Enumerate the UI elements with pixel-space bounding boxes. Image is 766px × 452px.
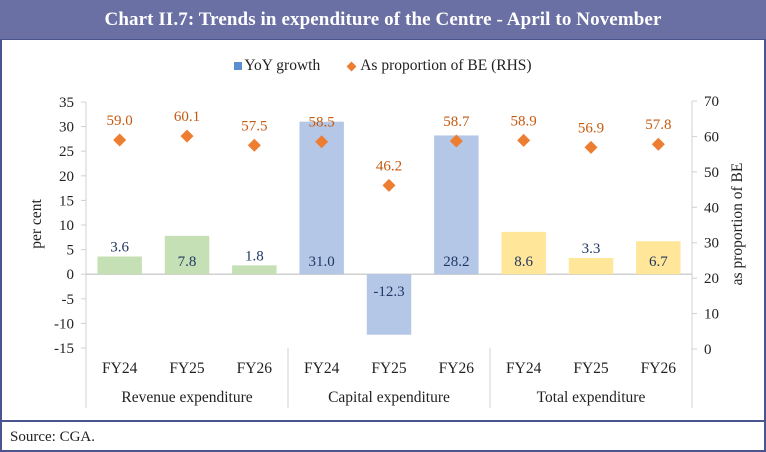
source-note: Source: CGA.	[10, 429, 95, 445]
y-tick-label-right: 30	[704, 236, 719, 252]
category-label: FY26	[641, 360, 677, 377]
diamond-marker	[449, 134, 463, 148]
bar	[97, 256, 142, 275]
points	[113, 129, 665, 192]
bar-value-label: 8.6	[514, 254, 533, 270]
group-label: Revenue expenditure	[121, 389, 252, 406]
point-value-label: 59.0	[107, 113, 133, 129]
diamond-marker	[113, 133, 127, 147]
category-label: FY24	[506, 360, 542, 377]
bar-value-label: 3.3	[582, 241, 601, 257]
y-tick-label-left: 10	[59, 218, 74, 234]
point-value-label: 60.1	[174, 109, 200, 125]
axes: 35302520151050-5-10-15706050403020100Rev…	[54, 94, 719, 408]
y-tick-label-left: 30	[59, 120, 74, 136]
bar	[232, 265, 277, 275]
y-tick-label-left: 25	[59, 144, 74, 160]
category-label: FY25	[371, 360, 407, 377]
point-value-label: 57.5	[241, 118, 267, 134]
bar-value-label: 31.0	[309, 254, 335, 270]
y-tick-label-left: 0	[67, 267, 75, 283]
legend-item-yoy-growth: YoY growth	[234, 57, 320, 75]
bar	[636, 241, 681, 275]
bar	[164, 235, 210, 275]
category-label: FY24	[304, 360, 340, 377]
point-value-label: 46.2	[376, 158, 402, 174]
y-tick-label-right: 10	[704, 307, 719, 323]
y-axis-label-left: per cent	[28, 199, 45, 249]
legend-label: YoY growth	[244, 57, 321, 74]
diamond-marker	[180, 129, 194, 143]
y-tick-label-right: 40	[704, 200, 719, 216]
legend-item-proportion-be: As proportion of BE (RHS)	[346, 57, 532, 75]
y-tick-label-left: 20	[59, 169, 74, 185]
source-row: Source: CGA.	[0, 420, 766, 452]
group-label: Capital expenditure	[328, 389, 450, 406]
category-label: FY24	[102, 360, 138, 377]
point-value-label: 58.7	[443, 114, 470, 130]
y-tick-label-left: -15	[54, 341, 74, 357]
y-tick-label-right: 0	[704, 342, 712, 358]
bar-value-label: 7.8	[178, 254, 197, 270]
bars	[97, 121, 681, 335]
diamond-marker	[247, 138, 261, 152]
category-label: FY25	[573, 360, 609, 377]
diamond-marker	[517, 133, 531, 147]
bar-value-label: 28.2	[443, 254, 469, 270]
bar	[568, 257, 614, 275]
data-labels: 3.6 7.8 1.8 31.0 -12.3 28.2 8.6 3.3 6.7 59.0 60.1 5…	[107, 109, 672, 300]
y-tick-label-right: 70	[704, 94, 719, 110]
y-tick-label-left: -10	[54, 316, 74, 332]
group-label: Total expenditure	[537, 389, 646, 406]
chart-title: Chart II.7: Trends in expenditure of the…	[104, 8, 662, 30]
y-tick-label-right: 60	[704, 129, 719, 145]
diamond-marker	[651, 137, 665, 151]
legend-label: As proportion of BE (RHS)	[360, 57, 532, 74]
legend: YoY growth As proportion of BE (RHS)	[0, 55, 766, 77]
point-value-label: 58.9	[511, 113, 537, 129]
diamond-marker	[315, 135, 329, 149]
bar-value-label: 6.7	[649, 254, 668, 270]
category-label: FY26	[237, 360, 273, 377]
bar	[501, 231, 546, 275]
y-tick-label-left: 15	[59, 193, 74, 209]
y-tick-label-left: 5	[67, 243, 75, 259]
bar	[434, 135, 479, 275]
title-bar: Chart II.7: Trends in expenditure of the…	[0, 0, 766, 40]
legend-square-icon	[234, 62, 243, 70]
bar-value-label: 1.8	[245, 248, 264, 264]
point-value-label: 56.9	[578, 120, 604, 136]
y-tick-label-right: 50	[704, 165, 719, 181]
y-tick-label-right: 20	[704, 271, 719, 287]
category-label: FY25	[169, 360, 205, 377]
point-value-label: 57.8	[645, 117, 671, 133]
y-tick-label-left: 35	[59, 95, 74, 111]
y-axis-label-right: as proportion of BE	[729, 163, 746, 286]
diamond-marker	[584, 140, 598, 154]
category-label: FY26	[439, 360, 475, 377]
bar-value-label: 3.6	[110, 239, 129, 255]
y-tick-label-left: -5	[62, 292, 75, 308]
point-value-label: 58.5	[309, 115, 335, 131]
bar	[366, 274, 412, 335]
bar-value-label: -12.3	[373, 284, 404, 300]
diamond-marker	[382, 178, 396, 192]
